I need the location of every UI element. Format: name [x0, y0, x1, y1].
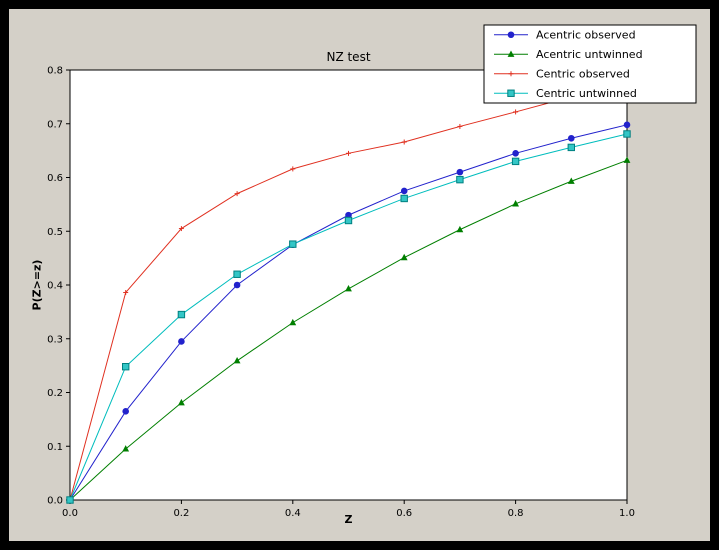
triangle-marker-icon [400, 253, 408, 261]
y-tick-label: 0.2 [47, 388, 63, 399]
triangle-marker-icon [512, 200, 519, 207]
y-tick-label: 0.0 [47, 496, 63, 507]
triangle-marker-icon [623, 156, 631, 163]
y-tick-label: 0.5 [47, 227, 63, 238]
square-marker-icon [623, 130, 631, 138]
x-tick-label: 0.4 [285, 508, 301, 519]
x-tick-label: 1.0 [619, 508, 635, 519]
x-axis-label: Z [344, 513, 353, 526]
chart: 0.0 0.2 0.4 0.6 0.8 1.0 0.0 0.1 0.2 0.3 0.4 0.5 0.6 0… [47, 24, 697, 519]
square-marker-icon [511, 157, 520, 166]
y-tick-label: 0.1 [47, 442, 63, 453]
circle-marker-icon [233, 281, 241, 289]
figure-canvas: 0.0 0.2 0.4 0.6 0.8 1.0 0.0 0.1 0.2 0.3 0.4 0.5 0.6 0… [9, 9, 710, 541]
y-axis-label: P(Z>=z) [30, 259, 44, 311]
triangle-marker-icon [567, 177, 575, 184]
square-marker-icon [177, 310, 186, 319]
triangle-marker-icon [507, 50, 515, 57]
circle-marker-icon [507, 31, 515, 39]
circle-marker-icon [122, 408, 129, 415]
square-marker-icon [400, 194, 408, 203]
triangle-marker-icon [122, 445, 130, 452]
legend-label: Centric untwinned [536, 87, 637, 100]
circle-marker-icon [178, 338, 185, 345]
legend-label: Acentric untwinned [536, 48, 643, 61]
circle-marker-icon [512, 150, 519, 157]
chart-title: NZ test [326, 50, 371, 64]
triangle-marker-icon [233, 356, 241, 364]
square-marker-icon [344, 216, 353, 225]
y-tick-label: 0.3 [47, 334, 63, 345]
square-marker-icon [233, 270, 241, 278]
legend-label: Acentric observed [536, 28, 636, 41]
square-marker-icon [66, 496, 74, 504]
square-marker-icon [456, 175, 464, 184]
legend-box [483, 24, 697, 104]
x-tick-label: 0.2 [173, 508, 189, 519]
square-marker-icon [289, 240, 297, 248]
x-tick-label: 0.6 [396, 508, 412, 519]
x-tick-label: 0.0 [62, 508, 78, 519]
triangle-marker-icon [178, 398, 185, 406]
triangle-marker-icon [289, 318, 297, 326]
triangle-marker-icon [345, 284, 352, 292]
circle-marker-icon [456, 168, 464, 176]
y-tick-label: 0.6 [47, 173, 63, 184]
circle-marker-icon [623, 121, 631, 129]
circle-marker-icon [400, 187, 408, 195]
triangle-marker-icon [456, 225, 464, 233]
y-tick-label: 0.4 [47, 281, 63, 292]
square-marker-icon [122, 363, 130, 371]
circle-marker-icon [568, 134, 575, 142]
square-marker-icon [507, 89, 515, 97]
y-tick-label: 0.8 [47, 66, 63, 77]
y-tick-label: 0.7 [47, 119, 63, 130]
legend-label: Centric observed [536, 67, 630, 80]
square-marker-icon [567, 143, 575, 152]
x-tick-label: 0.8 [508, 508, 524, 519]
